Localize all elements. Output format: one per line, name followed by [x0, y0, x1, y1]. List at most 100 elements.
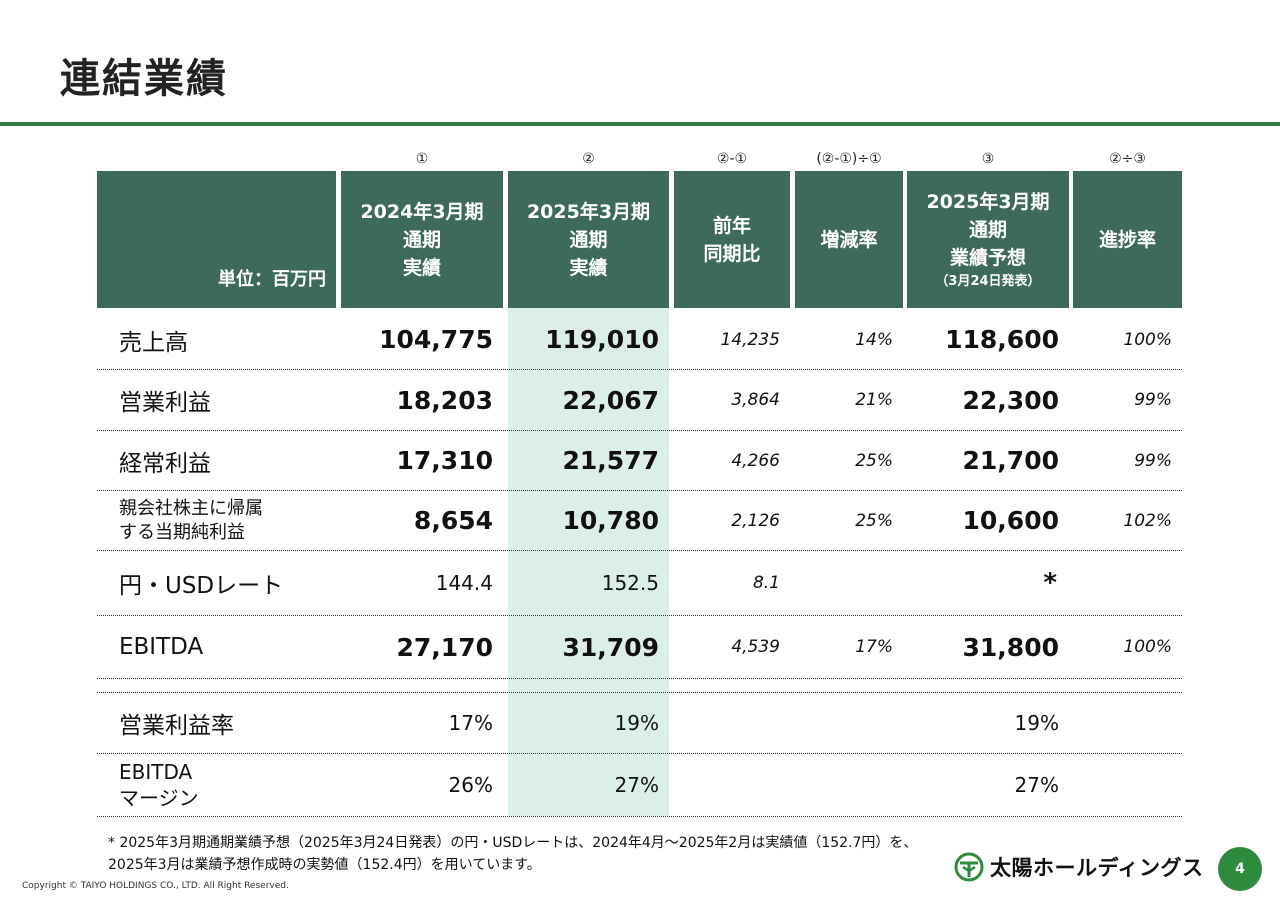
- cell-yoy: 14,235: [720, 329, 780, 350]
- cell-forecast-asterisk: *: [1043, 568, 1057, 598]
- header-yoy: 前年 同期比: [674, 171, 790, 308]
- cell-fy24: 144.4: [435, 571, 493, 595]
- header-line: 2025年3月期: [926, 190, 1050, 213]
- cell-fy25: 22,067: [562, 385, 659, 415]
- row-divider: [97, 430, 1182, 431]
- header-line: 2025年3月期: [526, 200, 651, 223]
- col-mark-4: (②-①)÷①: [816, 151, 882, 167]
- header-line: 通期: [569, 228, 608, 251]
- cell-fy24: 27,170: [396, 632, 493, 662]
- cell-forecast: 10,600: [962, 506, 1059, 535]
- cell-fy24: 17%: [448, 711, 493, 735]
- header-line: 業績予想: [949, 246, 1026, 269]
- cell-forecast: 22,300: [962, 385, 1059, 415]
- col-mark-6: ②÷③: [1109, 151, 1146, 167]
- header-line: 通期: [402, 228, 441, 251]
- cell-fy25: 10,780: [562, 506, 659, 535]
- cell-forecast: 19%: [1014, 711, 1059, 735]
- cell-fy24: 18,203: [396, 385, 493, 415]
- header-fy2024-actual: 2024年3月期 通期 実績: [341, 171, 503, 308]
- row-label-line: マージン: [119, 786, 199, 810]
- page-number: 4: [1218, 847, 1262, 891]
- cell-rate: 17%: [855, 637, 893, 657]
- cell-progress: 99%: [1134, 390, 1172, 410]
- header-change-rate: 増減率: [795, 171, 903, 308]
- row-label: 親会社株主に帰属 する当期純利益: [97, 491, 336, 550]
- header-line: 同期比: [703, 242, 761, 265]
- cell-rate: [795, 551, 903, 615]
- header-line: 増減率: [820, 228, 878, 251]
- header-fy2025-actual: 2025年3月期 通期 実績: [508, 171, 669, 308]
- page-title: 連結業績: [60, 56, 228, 102]
- cell-fy25: 21,577: [562, 446, 659, 475]
- cell-fy24: 104,775: [379, 325, 493, 354]
- cell-fy25: 119,010: [545, 325, 659, 354]
- company-logo: 太陽ホールディングス: [954, 852, 1204, 882]
- row-divider: [97, 550, 1182, 551]
- cell-progress: [1073, 551, 1182, 615]
- cell-rate: 21%: [855, 390, 893, 410]
- col-mark-3: ②-①: [716, 151, 748, 167]
- cell-fy24: 26%: [448, 773, 493, 797]
- row-label: 営業利益: [119, 390, 211, 416]
- cell-rate: 25%: [855, 510, 893, 531]
- cell-rate: 25%: [855, 450, 893, 471]
- copyright: Copyright © TAIYO HOLDINGS CO., LTD. All…: [22, 881, 289, 891]
- row-divider: [97, 816, 1182, 817]
- header-note: （3月24日発表）: [935, 273, 1041, 289]
- header-line: 実績: [402, 256, 441, 279]
- header-line: 進捗率: [1098, 228, 1156, 251]
- header-progress: 進捗率: [1073, 171, 1182, 308]
- cell-progress: 100%: [1123, 637, 1172, 657]
- header-fy2025-forecast: 2025年3月期 通期 業績予想 （3月24日発表）: [907, 171, 1069, 308]
- cell-fy25: 27%: [614, 773, 659, 797]
- cell-fy24: 8,654: [413, 506, 493, 535]
- row-divider: [97, 692, 1182, 693]
- col-mark-1: ①: [415, 151, 429, 167]
- col-mark-2: ②: [582, 151, 595, 167]
- footnote: * 2025年3月期通期業績予想（2025年3月24日発表）の円・USDレートは…: [108, 832, 917, 876]
- fy2025-highlight-column: [508, 308, 669, 816]
- footnote-line: * 2025年3月期通期業績予想（2025年3月24日発表）の円・USDレートは…: [108, 835, 918, 851]
- cell-forecast: 118,600: [945, 325, 1059, 354]
- title-divider: [0, 122, 1280, 126]
- cell-yoy: 4,266: [731, 450, 780, 471]
- footnote-line: 2025年3月は業績予想作成時の実勢値（152.4円）を用いています。: [108, 857, 541, 873]
- row-label: 営業利益率: [119, 713, 234, 739]
- header-line: 通期: [968, 218, 1007, 241]
- cell-yoy: 4,539: [731, 637, 780, 657]
- row-label: EBITDA マージン: [97, 754, 336, 816]
- col-mark-5: ③: [981, 151, 995, 167]
- row-divider: [97, 615, 1182, 616]
- cell-forecast: 27%: [1014, 773, 1059, 797]
- cell-forecast: 21,700: [962, 446, 1059, 475]
- cell-fy25: 19%: [614, 711, 659, 735]
- cell-yoy: 3,864: [731, 390, 780, 410]
- row-label-line: EBITDA: [119, 760, 193, 784]
- row-divider: [97, 678, 1182, 679]
- cell-yoy: 8.1: [752, 573, 780, 593]
- cell-fy25: 31,709: [562, 632, 659, 662]
- cell-progress: 99%: [1134, 450, 1172, 471]
- cell-fy24: 17,310: [396, 446, 493, 475]
- logo-text: 太陽ホールディングス: [990, 856, 1204, 880]
- cell-rate: 14%: [855, 329, 893, 350]
- cell-forecast: 31,800: [962, 632, 1059, 662]
- cell-fy25: 152.5: [601, 571, 659, 595]
- row-label: 円・USDレート: [119, 573, 284, 599]
- cell-progress: 100%: [1123, 329, 1172, 350]
- row-label: 売上高: [119, 329, 188, 356]
- header-line: 2024年3月期: [360, 200, 484, 223]
- header-unit: 単位：百万円: [97, 171, 336, 308]
- row-label-line: 親会社株主に帰属: [119, 497, 263, 519]
- cell-yoy: 2,126: [731, 510, 780, 531]
- row-label-line: する当期純利益: [119, 521, 245, 543]
- header-line: 前年: [712, 214, 751, 237]
- row-label: 経常利益: [119, 450, 211, 477]
- taiyo-logo-icon: [954, 852, 984, 882]
- unit-label: 単位：百万円: [218, 269, 326, 290]
- header-line: 実績: [569, 256, 608, 279]
- row-divider: [97, 490, 1182, 491]
- row-divider: [97, 753, 1182, 754]
- cell-progress: 102%: [1123, 510, 1172, 531]
